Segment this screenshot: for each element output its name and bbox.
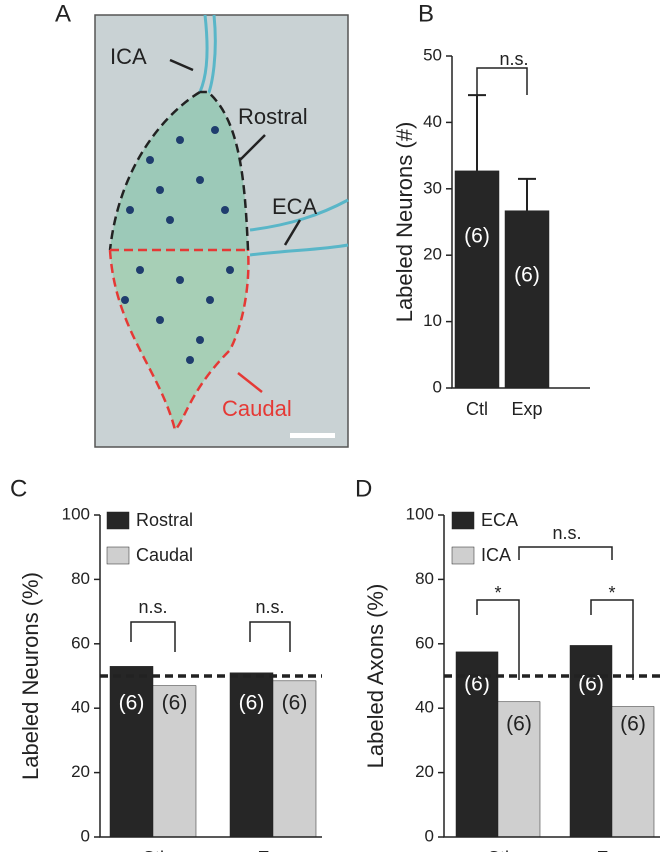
annotation: * [494,583,501,603]
axes [451,56,590,389]
y-tick-label: 0 [433,377,442,396]
y-tick-label: 10 [423,311,442,330]
panel-label: D [355,475,372,502]
photo-panel: A ICA Rostral ECA Caudal [55,0,349,448]
annotation: n.s. [138,597,167,617]
x-tick-label: Exp [511,399,542,419]
legend-label: ICA [481,545,511,565]
axes [99,515,322,838]
annotation: n.s. [499,49,528,69]
n-label: (6) [119,692,145,715]
y-tick-label: 100 [406,504,434,523]
y-tick-label: 50 [423,45,442,64]
y-tick-label: 20 [71,762,90,781]
bar [229,672,274,838]
n-label: (6) [464,673,490,696]
bar [454,170,500,389]
n-label: (6) [162,692,188,715]
n-label: (6) [506,713,532,736]
y-tick-label: 40 [423,112,442,131]
x-tick-label: Ctl [142,848,164,852]
n-label: (6) [578,673,604,696]
bar [504,210,550,389]
y-axis-label: Labeled Neurons (%) [18,572,43,780]
x-tick-label: Ctl [487,848,509,852]
arrows [169,58,302,393]
legend-swatch [106,511,130,530]
annotation: n.s. [255,597,284,617]
bracket [130,621,176,652]
legend-label: Rostral [136,510,193,530]
y-tick-label: 60 [415,633,434,652]
photo-label: Rostral [238,104,308,129]
legend-swatch [106,546,130,565]
n-label: (6) [620,713,646,736]
x-tick-label: Ctl [466,399,488,419]
bracket [476,67,528,95]
x-tick-label: Exp [596,848,627,852]
y-tick-label: 100 [62,504,90,523]
y-tick-label: 30 [423,178,442,197]
n-label: (6) [464,225,490,248]
bar [152,685,197,838]
bar [109,666,154,838]
y-tick-label: 0 [81,826,90,845]
x-tick-label: Exp [257,848,288,852]
bracket [249,621,291,652]
legend-swatch [451,511,475,530]
n-label: (6) [239,692,265,715]
panel-label: C [10,475,27,502]
photo-label: ICA [110,44,147,69]
y-axis-label: Labeled Axons (%) [363,584,388,769]
panel-label: B [418,0,434,27]
bar [272,680,317,838]
bar [497,701,541,838]
y-tick-label: 40 [415,698,434,717]
panel-label: A [55,0,71,27]
scale-bar [290,433,335,438]
y-axis-label: Labeled Neurons (#) [392,122,417,323]
rostral-outline [108,90,250,251]
y-tick-label: 40 [71,698,90,717]
legend-label: ECA [481,510,518,530]
bracket [476,599,520,680]
y-tick-label: 20 [423,245,442,264]
y-tick-label: 20 [415,762,434,781]
bracket [590,599,634,680]
legend-label: Caudal [136,545,193,565]
nerve [198,14,349,257]
y-tick-label: 80 [71,569,90,588]
axes [443,515,660,838]
annotation: n.s. [552,523,581,543]
annotation: * [608,583,615,603]
n-label: (6) [282,692,308,715]
error-bar [468,94,486,171]
error-bar [518,177,536,211]
y-tick-label: 80 [415,569,434,588]
y-tick-label: 0 [425,826,434,845]
legend-swatch [451,546,475,565]
ganglion-caudal [110,250,249,430]
n-label: (6) [514,264,540,287]
bar [611,706,655,838]
photo-label: Caudal [222,396,292,421]
caudal-outline [108,248,250,433]
photo-label: ECA [272,194,318,219]
bracket [518,546,613,560]
y-tick-label: 60 [71,633,90,652]
neurons [121,126,234,364]
